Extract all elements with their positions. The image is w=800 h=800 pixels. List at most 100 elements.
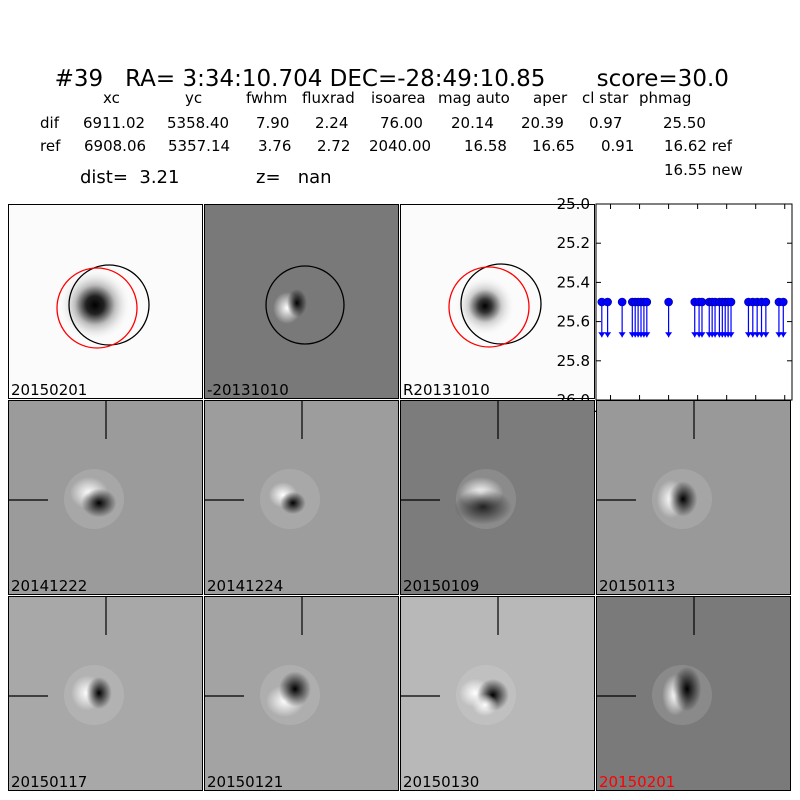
stamp-panel: 20150113 xyxy=(596,400,791,595)
ref-isoarea: 2040.00 xyxy=(369,137,432,155)
residual-blob xyxy=(668,481,698,517)
stamp-art xyxy=(597,597,712,725)
detection-circle-red xyxy=(56,267,138,349)
residual-blob xyxy=(454,489,512,525)
stamp-label: 20150117 xyxy=(11,773,88,791)
col-header-yc: yc xyxy=(185,89,203,107)
upper-limit-arrow-head xyxy=(762,332,770,338)
col-header-fluxrad: fluxrad xyxy=(302,89,355,107)
stamp-label: 20150201 xyxy=(11,381,88,399)
stamp-label: R20131010 xyxy=(403,381,490,399)
residual-blob xyxy=(672,666,702,712)
stamp-panel: 20141224 xyxy=(204,400,399,595)
stamp-label: 20150201 xyxy=(599,773,676,791)
stamp-art xyxy=(9,597,124,725)
stamp-panel: 20150109 xyxy=(400,400,595,595)
col-header-cl-star: cl star xyxy=(582,89,629,107)
stamp-difference-image: -20131010 xyxy=(204,204,399,399)
stamp-art xyxy=(401,401,516,529)
dif-fwhm: 7.90 xyxy=(256,114,290,132)
stamp-label: 20150113 xyxy=(599,577,676,595)
stamp-label: 20141224 xyxy=(207,577,284,595)
stamp-difference-image-art xyxy=(265,265,345,345)
detection-circle-black xyxy=(460,263,542,345)
stamp-art xyxy=(597,401,712,529)
stamp-new-image-art xyxy=(56,264,150,349)
stamp-panel: 20141222 xyxy=(8,400,203,595)
data-point xyxy=(761,297,771,307)
stamp-reference-image: R20131010 xyxy=(400,204,595,399)
dif-isoarea: 76.00 xyxy=(380,114,423,132)
upper-limit-arrow-head xyxy=(698,332,706,338)
residual-blob xyxy=(86,677,112,709)
residual-blob xyxy=(280,491,306,515)
col-header-mag-auto: mag auto xyxy=(438,89,510,107)
col-header-xc: xc xyxy=(103,89,120,107)
col-header-isoarea: isoarea xyxy=(371,89,426,107)
dec-value: DEC=-28:49:10.85 xyxy=(329,66,546,92)
star-source xyxy=(59,269,131,341)
z-value: z= nan xyxy=(256,167,332,188)
stamp-reference-image-art xyxy=(448,263,542,348)
stamp-new-image: 20150201 xyxy=(8,204,203,399)
ref-cl-star: 0.91 xyxy=(601,137,635,155)
object-id: #39 xyxy=(54,66,104,92)
dif-phmag: 25.50 xyxy=(663,114,706,132)
ref-aper: 16.65 xyxy=(532,137,575,155)
data-point xyxy=(642,297,652,307)
stamp-label: 20150121 xyxy=(207,773,284,791)
upper-limit-arrow-head xyxy=(618,332,626,338)
upper-limit-arrow-head xyxy=(727,332,735,338)
score-value: score=30.0 xyxy=(596,66,729,92)
dif-aper: 20.39 xyxy=(521,114,564,132)
data-point xyxy=(697,297,707,307)
light-curve-plot: 25.025.225.425.625.826.0−120−100−80−60−4… xyxy=(557,195,793,420)
upper-limit-arrow-head xyxy=(604,332,612,338)
detection-circle-black xyxy=(265,265,345,345)
dif-mag-auto: 20.14 xyxy=(451,114,494,132)
col-header-aper: aper xyxy=(533,89,568,107)
y-tick-label: 25.8 xyxy=(557,352,590,370)
row-label-ref: ref xyxy=(40,137,61,155)
light-curve-svg: 25.025.225.425.625.826.0−120−100−80−60−4… xyxy=(557,195,793,420)
stamp-panel: 20150121 xyxy=(204,596,399,791)
y-tick-label: 25.4 xyxy=(557,273,590,291)
ref-mag-auto: 16.58 xyxy=(464,137,507,155)
ra-value: RA= 3:34:10.704 xyxy=(125,66,323,92)
header-title: #39 RA= 3:34:10.704 DEC=-28:49:10.85 sco… xyxy=(40,40,729,92)
ref-xc: 6908.06 xyxy=(84,137,147,155)
upper-limit-arrow-head xyxy=(598,332,606,338)
upper-limit-arrow-head xyxy=(779,332,787,338)
stamp-label: -20131010 xyxy=(207,381,289,399)
data-point xyxy=(726,297,736,307)
y-tick-label: 25.0 xyxy=(557,195,590,213)
stamp-art xyxy=(401,597,516,725)
data-point xyxy=(603,297,612,307)
stamp-art xyxy=(205,597,320,725)
stamp-panel: 20150201 xyxy=(596,596,791,791)
ref-yc: 5357.14 xyxy=(168,137,231,155)
phmag-new: 16.55 new xyxy=(664,161,743,179)
residual-blob xyxy=(81,488,117,518)
col-header-fwhm: fwhm xyxy=(246,89,288,107)
stamp-art xyxy=(9,401,124,529)
residual-blob xyxy=(279,671,311,707)
stamp-label: 20150130 xyxy=(403,773,480,791)
ref-phmag: 16.62 ref xyxy=(664,137,733,155)
stamp-label: 20141222 xyxy=(11,577,88,595)
residual-blob xyxy=(472,693,498,717)
upper-limit-arrow-head xyxy=(643,332,651,338)
dif-fluxrad: 2.24 xyxy=(315,114,349,132)
stamp-label: 20150109 xyxy=(403,577,480,595)
dif-xc: 6911.02 xyxy=(83,114,146,132)
dist-value: dist= 3.21 xyxy=(80,167,180,188)
dif-yc: 5358.40 xyxy=(167,114,230,132)
detection-circle-red xyxy=(448,266,530,348)
y-tick-label: 25.2 xyxy=(557,234,590,252)
residual-negative xyxy=(287,289,307,317)
y-tick-label: 25.6 xyxy=(557,313,590,331)
ref-fwhm: 3.76 xyxy=(258,137,292,155)
stamp-art xyxy=(205,401,320,529)
ref-fluxrad: 2.72 xyxy=(317,137,351,155)
data-point xyxy=(778,297,788,307)
